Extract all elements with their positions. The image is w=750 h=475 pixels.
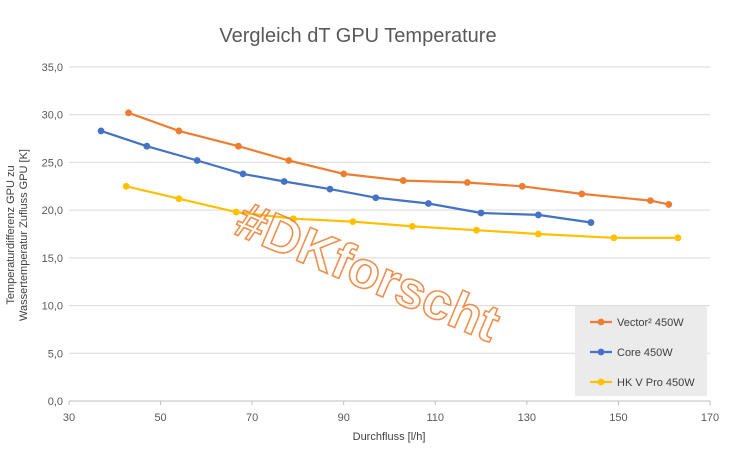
series-line [125, 185, 680, 239]
x-tick-label: 130 [518, 412, 536, 424]
data-point [235, 142, 242, 150]
y-tick-label: 25,0 [42, 157, 63, 169]
data-point [175, 195, 183, 203]
legend-marker [597, 318, 605, 326]
data-point [665, 201, 673, 208]
y-axis: 0,0 5,0 10,0 15,0 20,0 25,0 30,0 35,0 [42, 62, 63, 408]
data-point [285, 157, 293, 164]
data-point [534, 230, 542, 238]
data-point [463, 179, 471, 186]
data-point [372, 194, 380, 202]
legend-marker [597, 378, 605, 386]
y-tick-label: 15,0 [42, 253, 63, 265]
data-point [232, 208, 240, 216]
data-point [280, 178, 288, 185]
series-2 [97, 127, 595, 226]
chart-title: Vergleich dT GPU Temperature [219, 25, 496, 47]
y-axis-title-group: Temperaturdifferenz GPU zu Wassertempera… [5, 149, 30, 321]
x-tick-label: 150 [609, 412, 627, 424]
x-tick-label: 70 [246, 412, 258, 424]
data-point [97, 127, 105, 135]
data-point [399, 177, 407, 184]
data-point [578, 190, 586, 198]
data-point [143, 142, 151, 150]
x-tick-label: 30 [63, 412, 75, 424]
series-line [127, 111, 670, 206]
x-axis: 30 50 70 90 110 130 150 170 [63, 400, 719, 424]
data-point [477, 209, 485, 217]
legend: Vector² 450W Core 450W HK V Pro 450W [575, 306, 707, 396]
x-tick-label: 50 [154, 412, 166, 424]
data-point [534, 211, 542, 219]
y-axis-title-line-2: Wassertemperatur Zufluss GPU [K] [18, 149, 30, 321]
legend-label: Core 450W [617, 347, 673, 359]
series-1 [125, 109, 673, 208]
data-point [408, 222, 416, 230]
y-tick-label: 30,0 [42, 110, 63, 122]
data-point [674, 234, 682, 242]
y-tick-label: 20,0 [42, 205, 63, 217]
y-tick-label: 5,0 [48, 348, 63, 360]
data-point [587, 219, 595, 226]
series-layer [97, 109, 682, 242]
x-axis-title: Durchfluss [l/h] [353, 431, 426, 443]
legend-label: HK V Pro 450W [617, 377, 695, 389]
data-point [193, 157, 201, 164]
data-point [425, 200, 432, 207]
y-tick-label: 10,0 [42, 301, 63, 313]
x-tick-label: 90 [338, 412, 350, 424]
data-point [125, 109, 132, 117]
y-tick-label: 0,0 [48, 396, 63, 408]
legend-marker [597, 348, 605, 356]
data-point [647, 197, 654, 205]
x-tick-label: 170 [701, 412, 719, 424]
data-point [518, 182, 526, 190]
data-point [239, 170, 247, 178]
data-point [473, 226, 480, 234]
data-point [326, 185, 334, 193]
data-point [289, 215, 297, 223]
series-line [99, 129, 593, 224]
data-point [175, 127, 183, 135]
watermark: #DKforscht [227, 191, 508, 354]
data-point [340, 170, 348, 178]
x-tick-label: 110 [427, 412, 445, 424]
data-point [349, 218, 357, 225]
y-axis-title-line-1: Temperaturdifferenz GPU zu [5, 165, 17, 304]
data-point [610, 234, 618, 242]
series-3 [122, 182, 682, 242]
data-point [122, 182, 130, 190]
legend-label: Vector² 450W [617, 317, 684, 329]
grid-lines [69, 66, 710, 402]
y-tick-label: 35,0 [42, 62, 63, 74]
